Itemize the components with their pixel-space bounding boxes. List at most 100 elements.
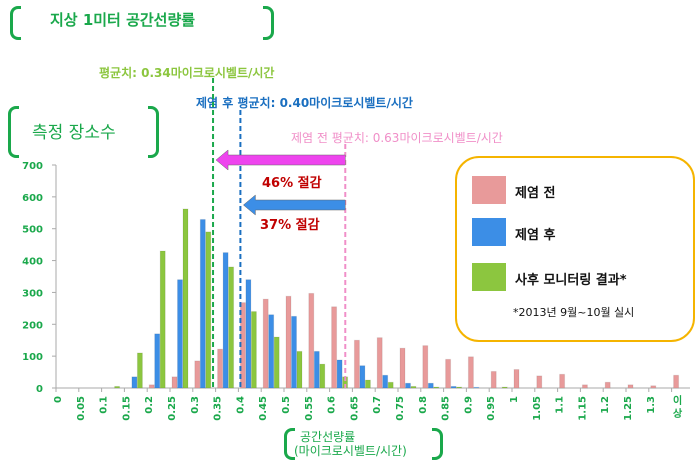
x-tick-label: 0.05 bbox=[76, 396, 87, 421]
reduction-37-label: 37% 절감 bbox=[260, 218, 320, 233]
bar-after bbox=[359, 365, 366, 389]
x-tick-label: 1.3 bbox=[646, 396, 657, 414]
x-tick-label-part: 상 bbox=[673, 407, 683, 420]
bar-after bbox=[382, 374, 389, 389]
x-tick-label: 1.05 bbox=[532, 396, 543, 421]
reduction-46-label: 46% 절감 bbox=[262, 176, 322, 191]
x-tick-label-part: 이 bbox=[673, 394, 682, 407]
bar-before bbox=[673, 374, 680, 389]
reduction-46-arrow bbox=[215, 149, 346, 171]
x-tick-label: 0.95 bbox=[486, 396, 497, 421]
ytitle-bracket-right bbox=[148, 106, 159, 158]
bar-monitoring bbox=[273, 336, 280, 389]
title-bracket-left bbox=[10, 6, 21, 40]
x-tick-label: 1 bbox=[509, 396, 520, 403]
x-tick-label: 0.45 bbox=[258, 396, 269, 421]
x-tick-label: 0.25 bbox=[167, 396, 178, 421]
bar-monitoring bbox=[433, 386, 440, 389]
bar-before bbox=[581, 384, 588, 389]
legend: 제염 전 제염 후 사후 모니터링 결과* *2013년 9월~10월 실시 bbox=[455, 156, 695, 342]
x-tick-label: 0.7 bbox=[372, 396, 383, 414]
y-tick-label: 200 bbox=[22, 320, 43, 331]
bar-monitoring bbox=[456, 386, 463, 389]
before-mean-label: 제염 전 평균치: 0.63마이크로시벨트/시간 bbox=[291, 131, 503, 145]
x-tick-label: 1.2 bbox=[600, 396, 611, 414]
legend-swatch-monitoring bbox=[472, 263, 506, 291]
x-tick-label: 0.8 bbox=[418, 396, 429, 414]
y-tick-label: 400 bbox=[22, 257, 43, 268]
bar-monitoring bbox=[250, 311, 257, 389]
bar-before bbox=[194, 360, 201, 389]
bar-before bbox=[285, 295, 292, 389]
bar-monitoring bbox=[387, 381, 394, 389]
legend-swatch-after bbox=[472, 218, 506, 246]
bar-before bbox=[262, 298, 269, 389]
bar-after bbox=[450, 385, 457, 389]
bar-after bbox=[131, 376, 138, 389]
x-tick-label: 1.25 bbox=[623, 396, 634, 421]
bar-before bbox=[627, 384, 634, 389]
bar-monitoring bbox=[182, 208, 189, 389]
bar-before bbox=[308, 292, 315, 389]
legend-label-before: 제염 전 bbox=[515, 186, 556, 201]
x-tick-label: 0.1 bbox=[99, 396, 110, 414]
ytitle-bracket-left bbox=[8, 106, 19, 158]
y-tick-label: 700 bbox=[22, 161, 43, 172]
x-tick-label: 1.15 bbox=[577, 396, 588, 421]
reduction-37-arrow bbox=[243, 194, 346, 216]
x-tick-label: 1.1 bbox=[555, 396, 566, 414]
bar-before bbox=[376, 337, 383, 389]
bar-before bbox=[217, 348, 224, 389]
bar-before bbox=[559, 373, 566, 389]
bar-before bbox=[399, 347, 406, 389]
bar-after bbox=[268, 314, 275, 389]
bar-before bbox=[422, 345, 429, 389]
bar-before bbox=[513, 369, 520, 389]
x-tick-label: 0.35 bbox=[213, 396, 224, 421]
x-tick-label: 0.15 bbox=[121, 396, 132, 421]
chart-title: 지상 1미터 공간선량률 bbox=[50, 11, 196, 29]
x-tick-label: 0.75 bbox=[395, 396, 406, 421]
x-tick-label: 0.55 bbox=[304, 396, 315, 421]
x-tick-label: 0.4 bbox=[235, 396, 246, 414]
bar-before bbox=[171, 376, 178, 389]
after-mean-label: 제염 후 평균치: 0.40마이크로시벨트/시간 bbox=[196, 96, 413, 110]
x-axis-title-line1: 공간선량률 bbox=[300, 430, 356, 444]
x-tick-label: 0.6 bbox=[327, 396, 338, 414]
bar-monitoring bbox=[319, 363, 326, 389]
bar-before bbox=[536, 375, 543, 389]
y-tick-label: 0 bbox=[36, 384, 43, 395]
bar-monitoring bbox=[136, 352, 143, 389]
y-tick-label: 100 bbox=[22, 352, 43, 363]
bar-monitoring bbox=[364, 379, 371, 389]
bar-before bbox=[604, 381, 611, 389]
bar-monitoring bbox=[114, 385, 121, 389]
bar-after bbox=[291, 315, 297, 389]
xtitle-bracket-right bbox=[432, 428, 443, 460]
bar-after bbox=[199, 218, 206, 389]
x-tick-label: 0.3 bbox=[190, 396, 201, 414]
x-tick-label: 0.65 bbox=[349, 396, 360, 421]
bar-after bbox=[177, 279, 183, 389]
y-tick-label: 600 bbox=[22, 193, 43, 204]
bar-before bbox=[445, 358, 452, 389]
bar-after bbox=[313, 350, 320, 389]
y-axis-title: 측정 장소수 bbox=[32, 123, 116, 143]
x-tick-label: 0.85 bbox=[441, 396, 452, 421]
x-tick-label: 0.9 bbox=[463, 396, 474, 414]
bar-after bbox=[473, 386, 480, 389]
legend-label-monitoring: 사후 모니터링 결과* bbox=[515, 273, 627, 288]
bar-monitoring bbox=[296, 350, 303, 389]
bar-after bbox=[336, 359, 343, 389]
legend-label-after: 제염 후 bbox=[515, 228, 556, 243]
title-bracket-right bbox=[263, 6, 274, 40]
x-tick-label: 0.5 bbox=[281, 396, 292, 414]
bar-monitoring bbox=[228, 266, 235, 389]
monitoring-mean-label: 평균치: 0.34마이크로시벨트/시간 bbox=[99, 66, 275, 80]
bar-before bbox=[650, 385, 657, 389]
bar-after bbox=[245, 279, 252, 389]
bar-after bbox=[405, 382, 411, 389]
bar-monitoring bbox=[410, 385, 417, 389]
